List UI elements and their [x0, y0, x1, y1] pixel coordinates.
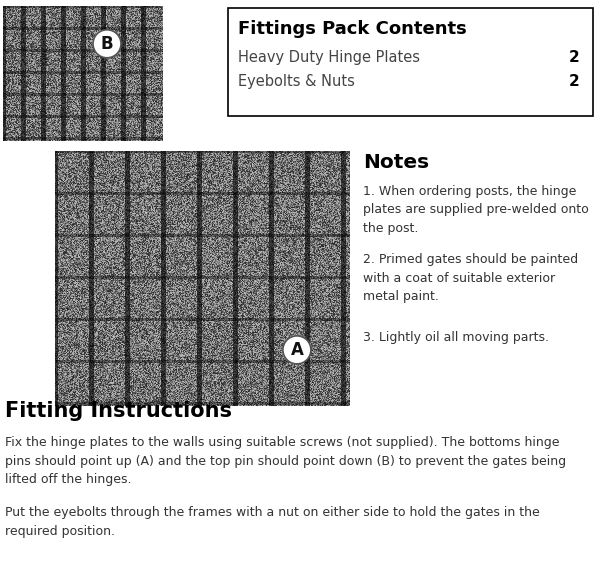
Bar [228, 8, 593, 116]
Text: Notes: Notes [363, 153, 429, 172]
Text: 3. Lightly oil all moving parts.: 3. Lightly oil all moving parts. [363, 331, 549, 344]
Text: Fittings Pack Contents: Fittings Pack Contents [238, 20, 467, 38]
Text: Put the eyebolts through the frames with a nut on either side to hold the gates : Put the eyebolts through the frames with… [5, 506, 540, 537]
Text: Eyebolts & Nuts: Eyebolts & Nuts [238, 74, 355, 89]
Text: 1. When ordering posts, the hinge
plates are supplied pre-welded onto
the post.: 1. When ordering posts, the hinge plates… [363, 185, 589, 235]
Circle shape [93, 30, 121, 58]
Text: Fix the hinge plates to the walls using suitable screws (not supplied). The bott: Fix the hinge plates to the walls using … [5, 436, 566, 486]
Text: 2: 2 [568, 74, 579, 89]
Text: A: A [291, 341, 303, 359]
Text: 2. Primed gates should be painted
with a coat of suitable exterior
metal paint.: 2. Primed gates should be painted with a… [363, 253, 578, 303]
Text: 2: 2 [568, 50, 579, 65]
Circle shape [283, 336, 311, 364]
Text: Fitting Instructions: Fitting Instructions [5, 401, 232, 421]
Text: B: B [101, 35, 113, 53]
Text: Heavy Duty Hinge Plates: Heavy Duty Hinge Plates [238, 50, 420, 65]
